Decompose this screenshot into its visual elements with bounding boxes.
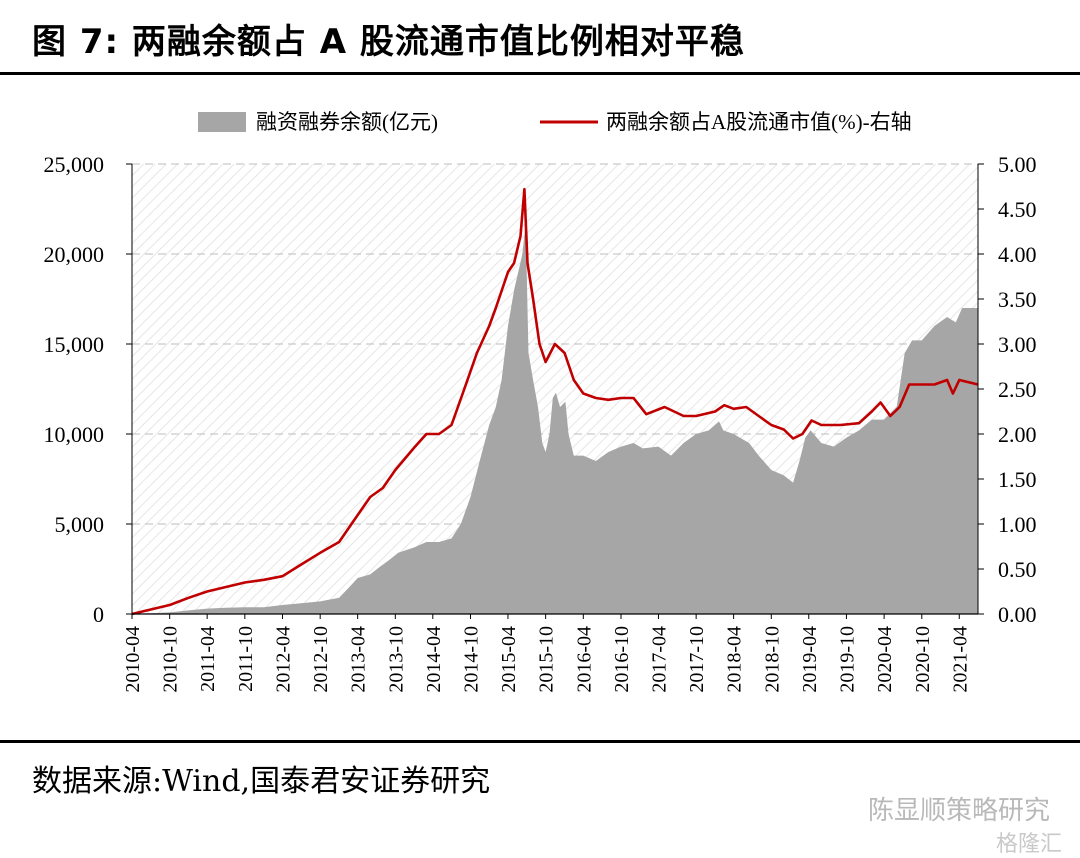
x-tick-label: 2010-04 [122,626,144,693]
left-tick-label: 20,000 [44,242,105,267]
x-tick-label: 2012-04 [273,626,295,693]
x-tick-label: 2014-10 [461,626,483,693]
left-tick-label: 10,000 [44,422,105,447]
series-line-group [131,187,979,616]
x-tick-label: 2012-10 [310,626,332,693]
right-tick-label: 0.50 [998,557,1037,582]
right-tick-label: 5.00 [998,152,1037,177]
source-note: 数据来源:Wind,国泰君安证券研究 [32,764,491,799]
right-tick-label: 2.50 [998,377,1037,402]
right-axis-ticks: 0.00 0.50 1.00 1.50 2.00 2.50 3.00 3.50 4.00 4.50… [978,152,1037,627]
x-tick-label: 2011-10 [235,626,257,692]
right-tick-label: 0.00 [998,602,1037,627]
legend-label-area: 融资融券余额(亿元) [256,110,438,134]
bottom-rule [0,740,1080,743]
x-tick-label: 2020-04 [874,626,896,693]
x-tick-label: 2011-04 [197,626,219,692]
left-tick-label: 15,000 [44,332,105,357]
x-axis-ticks: 2010-04 2010-10 2011-04 2011-10 2012-04 2012-… [122,614,971,693]
x-tick-label: 2015-04 [498,626,520,693]
watermark-logo: 格隆汇 [995,832,1062,857]
x-tick-label: 2017-10 [686,626,708,693]
x-tick-label: 2016-04 [573,626,595,693]
x-tick-label: 2016-10 [611,626,633,693]
x-tick-label: 2019-10 [836,626,858,693]
left-tick-label: 5,000 [55,512,105,537]
series-area-group [132,223,978,614]
right-tick-label: 2.00 [998,422,1037,447]
x-tick-label: 2018-10 [761,626,783,693]
right-tick-label: 1.00 [998,512,1037,537]
top-rule [0,72,1080,75]
right-tick-label: 4.00 [998,242,1037,267]
right-tick-label: 1.50 [998,467,1037,492]
x-tick-label: 2010-10 [160,626,182,693]
x-tick-label: 2018-04 [724,626,746,693]
x-tick-label: 2013-04 [348,626,370,693]
x-tick-label: 2021-04 [949,626,971,693]
left-axis-ticks: 0 5,000 10,000 15,000 20,000 25,000 [44,152,132,627]
watermark: 陈显顺策略研究 [867,796,1050,826]
right-tick-label: 3.00 [998,332,1037,357]
x-tick-label: 2020-10 [912,626,934,693]
left-tick-label: 25,000 [44,152,105,177]
x-tick-label: 2013-10 [385,626,407,693]
legend-label-line: 两融余额占A股流通市值(%)-右轴 [606,110,912,134]
legend-swatch-area [198,112,246,132]
series-line-ratio [131,187,979,616]
x-tick-label: 2019-04 [799,626,821,693]
chart: 0 5,000 10,000 15,000 20,000 25,000 0.00 0.50 1… [44,110,1037,693]
figure-title: 图 7: 两融余额占 A 股流通市值比例相对平稳 [32,22,745,62]
left-tick-label: 0 [93,602,104,627]
x-tick-label: 2014-04 [423,626,445,693]
series-area-margin-balance [132,223,978,614]
legend: 融资融券余额(亿元) 两融余额占A股流通市值(%)-右轴 [198,110,912,134]
right-tick-label: 4.50 [998,197,1037,222]
x-tick-label: 2017-04 [649,626,671,693]
right-tick-label: 3.50 [998,287,1037,312]
x-tick-label: 2015-10 [536,626,558,693]
